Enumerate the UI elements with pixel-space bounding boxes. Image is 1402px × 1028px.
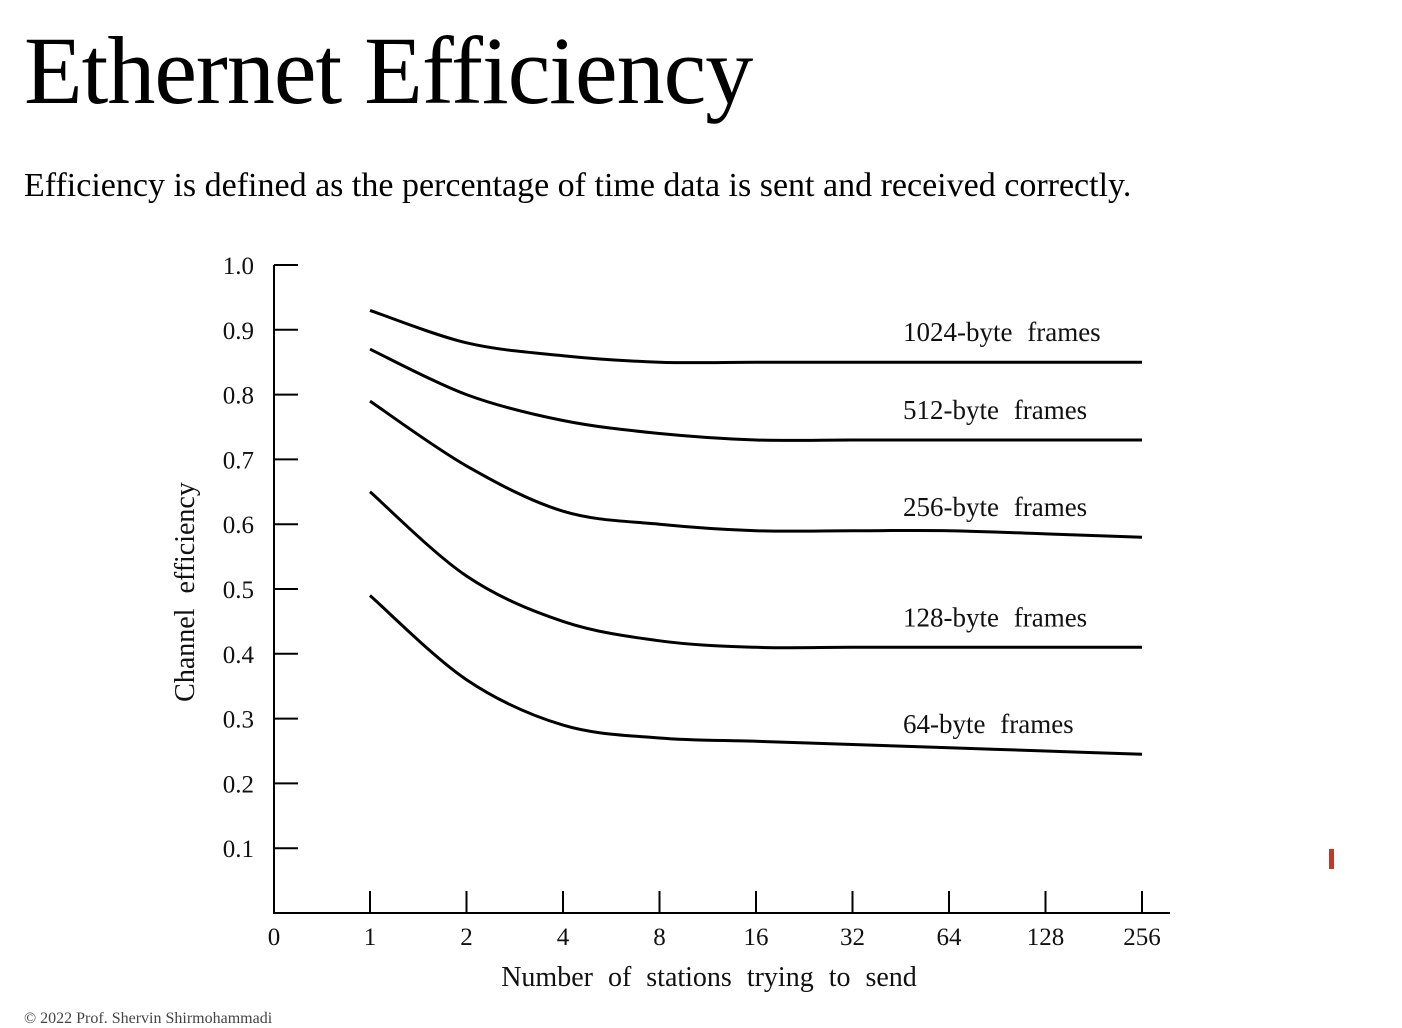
x-tick-label: 8 [653, 924, 666, 951]
series-line [369, 399, 1143, 539]
slide-subtitle: Efficiency is defined as the percentage … [24, 167, 1132, 204]
series-line [369, 347, 1142, 442]
x-tick-label: 0 [268, 924, 281, 951]
y-tick-label: 0.1 [223, 836, 254, 863]
series-label: 64-byte frames [903, 709, 1074, 739]
y-tick-label: 0.3 [223, 707, 254, 734]
series-label: 1024-byte frames [903, 317, 1101, 347]
series-line [369, 594, 1143, 756]
x-tick-label: 4 [557, 924, 570, 951]
y-tick-label: 0.5 [223, 577, 254, 604]
series-line [369, 308, 1142, 365]
copyright-footer: © 2022 Prof. Shervin Shirmohammadi [24, 1010, 273, 1027]
series-label: 512-byte frames [903, 395, 1087, 425]
x-tick-label: 64 [937, 924, 963, 951]
series-label: 256-byte frames [903, 492, 1087, 522]
y-tick-label: 0.7 [223, 447, 254, 474]
y-axis-label: Channel efficiency [170, 482, 201, 702]
x-tick-label: 1 [364, 924, 377, 951]
x-axis-label: Number of stations trying to send [501, 962, 917, 993]
x-tick-label: 16 [744, 924, 769, 951]
x-tick-label: 256 [1123, 924, 1161, 951]
y-tick-label: 0.8 [223, 383, 254, 410]
x-tick-label: 128 [1027, 924, 1065, 951]
y-tick-label: 1.0 [223, 253, 254, 280]
x-tick-label: 32 [840, 924, 865, 951]
y-tick-label: 0.2 [223, 771, 254, 798]
series-line [369, 490, 1142, 650]
cursor-marker [1329, 849, 1334, 869]
series-label: 128-byte frames [903, 602, 1087, 632]
slide-title: Ethernet Efficiency [24, 17, 753, 124]
y-tick-label: 0.9 [223, 318, 254, 345]
x-tick-label: 2 [460, 924, 473, 951]
y-tick-label: 0.6 [223, 512, 254, 539]
y-tick-label: 0.4 [223, 642, 255, 669]
